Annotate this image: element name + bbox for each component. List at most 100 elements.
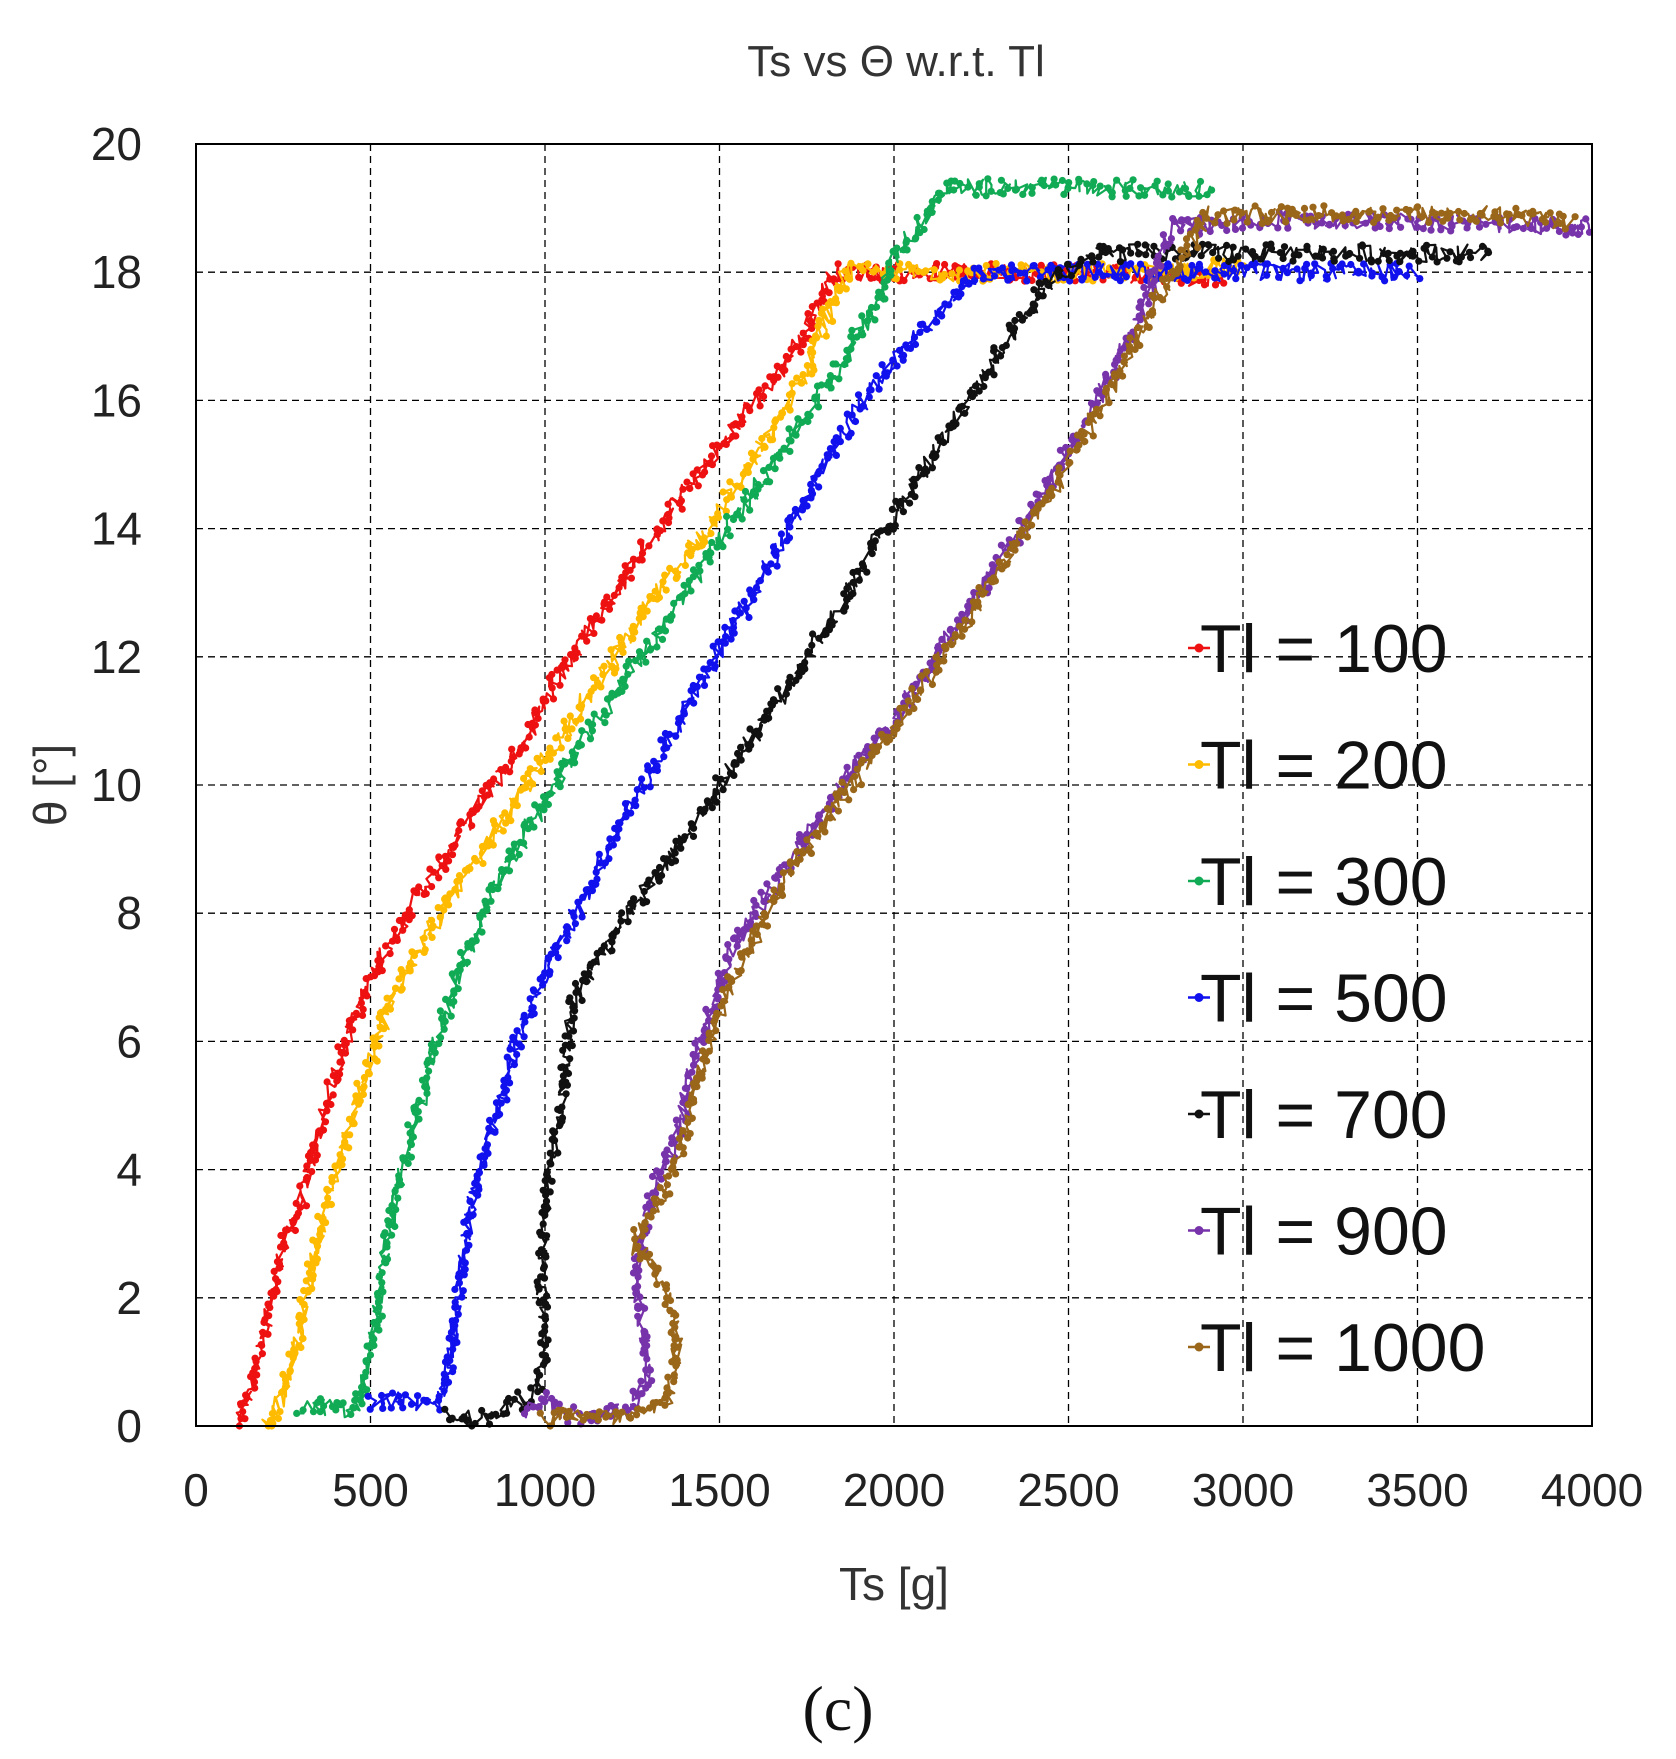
data-point	[1315, 212, 1323, 220]
data-point	[483, 906, 491, 914]
data-point	[772, 874, 780, 882]
legend-label: Tl = 1000	[1200, 1310, 1485, 1386]
data-point	[478, 787, 486, 795]
data-point	[478, 1152, 486, 1160]
data-point	[849, 590, 857, 598]
data-point	[1052, 181, 1060, 189]
data-point	[693, 466, 701, 474]
data-point	[1300, 204, 1309, 212]
data-point	[823, 805, 832, 813]
data-point	[1126, 184, 1134, 192]
data-point	[537, 1339, 545, 1347]
data-point	[923, 325, 931, 333]
data-point	[863, 317, 872, 325]
data-point	[578, 913, 586, 921]
data-point	[588, 727, 597, 735]
data-point	[1518, 212, 1526, 220]
data-point	[755, 386, 763, 394]
data-point	[1283, 269, 1291, 277]
data-point	[349, 1118, 357, 1126]
data-point	[465, 1241, 473, 1249]
data-point	[681, 1084, 690, 1092]
data-point	[547, 789, 555, 798]
data-point	[261, 1315, 269, 1324]
data-point	[411, 1108, 419, 1116]
data-point	[652, 1268, 660, 1276]
data-point	[1582, 215, 1590, 223]
data-point	[1238, 224, 1247, 232]
data-point	[773, 562, 781, 570]
data-point	[455, 872, 464, 880]
data-point	[1108, 189, 1116, 197]
data-point	[492, 1410, 500, 1418]
data-point	[670, 1157, 678, 1165]
data-point	[1309, 203, 1317, 211]
data-point	[903, 246, 911, 254]
data-point	[888, 505, 897, 513]
data-point	[308, 1285, 316, 1293]
data-point	[1211, 274, 1219, 282]
data-point	[586, 735, 595, 743]
data-point	[1251, 202, 1259, 210]
data-point	[553, 768, 561, 776]
data-point	[1108, 381, 1116, 389]
data-point	[295, 1320, 303, 1328]
data-point	[847, 259, 855, 267]
data-point	[922, 267, 930, 275]
data-point	[630, 1226, 638, 1234]
data-point	[664, 500, 672, 508]
chart-title: Ts vs Θ w.r.t. Tl	[747, 37, 1044, 86]
data-point	[571, 759, 579, 767]
data-point	[1284, 224, 1292, 232]
data-point	[729, 421, 737, 429]
data-point	[1017, 532, 1025, 540]
data-point	[505, 813, 513, 822]
data-point	[940, 270, 949, 278]
data-point	[454, 1310, 462, 1318]
data-point	[468, 807, 476, 815]
data-point	[566, 994, 574, 1002]
data-point	[316, 1128, 324, 1136]
data-point	[1457, 253, 1465, 261]
data-point	[611, 691, 619, 699]
data-point	[341, 1049, 350, 1057]
data-point	[663, 744, 671, 752]
data-point	[466, 1197, 474, 1206]
data-point	[624, 670, 632, 678]
data-point	[340, 1036, 348, 1044]
data-point	[373, 1289, 382, 1298]
data-point	[643, 1355, 651, 1363]
data-point	[490, 775, 498, 783]
data-point	[1194, 221, 1202, 230]
data-point	[657, 1175, 666, 1183]
data-point	[714, 509, 722, 518]
data-point	[387, 1404, 395, 1412]
data-point	[1035, 279, 1043, 287]
data-point	[629, 901, 637, 910]
data-point	[758, 920, 766, 928]
data-point	[533, 709, 541, 718]
data-point	[707, 529, 715, 538]
data-point	[781, 861, 789, 869]
data-point	[1127, 260, 1135, 268]
data-point	[811, 332, 820, 340]
data-point	[744, 462, 752, 470]
data-point	[366, 1405, 374, 1413]
data-point	[571, 1007, 579, 1015]
data-point	[1140, 283, 1148, 291]
data-point	[625, 657, 633, 665]
data-point	[568, 1017, 576, 1025]
data-point	[840, 360, 849, 369]
data-point	[793, 848, 801, 856]
y-tick-label: 20	[91, 118, 142, 170]
data-point	[322, 1099, 331, 1107]
data-point	[696, 1070, 705, 1078]
data-point	[700, 534, 708, 542]
data-point	[681, 1095, 690, 1103]
data-point	[847, 429, 855, 437]
data-point	[825, 289, 833, 297]
data-point	[515, 850, 523, 859]
data-point	[643, 607, 651, 615]
data-point	[546, 755, 554, 763]
data-point	[566, 712, 574, 720]
